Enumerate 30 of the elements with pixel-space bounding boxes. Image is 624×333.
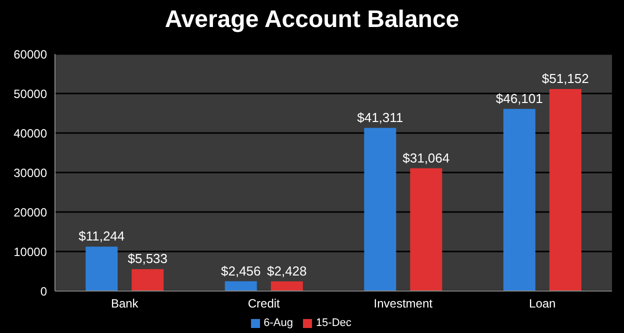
data-label: $2,428 xyxy=(267,263,307,278)
y-tick-label: 60000 xyxy=(14,47,48,62)
chart-title: Average Account Balance xyxy=(164,6,460,34)
bar xyxy=(86,246,118,291)
x-tick-label: Bank xyxy=(110,296,140,311)
x-tick-label: Credit xyxy=(248,296,281,311)
y-tick-label: 40000 xyxy=(14,126,48,140)
legend-label: 6-Aug xyxy=(264,317,293,329)
x-tick-label: Investment xyxy=(374,296,434,311)
data-label: $5,533 xyxy=(128,251,168,266)
data-label: $41,311 xyxy=(357,110,404,125)
y-tick-label: 30000 xyxy=(14,166,48,180)
bar xyxy=(364,128,396,291)
bar xyxy=(549,88,582,291)
data-label: $11,244 xyxy=(78,228,125,244)
legend-label: 15-Dec xyxy=(316,317,352,329)
bar xyxy=(503,108,536,291)
data-label: $51,152 xyxy=(542,70,589,86)
bar xyxy=(224,281,257,291)
y-tick-label: 20000 xyxy=(14,205,48,220)
data-label: $2,456 xyxy=(221,263,261,278)
data-label: $31,064 xyxy=(402,150,450,166)
bar xyxy=(132,269,164,291)
y-tick-label: 0 xyxy=(40,284,48,298)
bar xyxy=(410,168,442,291)
y-tick-label: 50000 xyxy=(14,86,48,101)
y-tick-label: 10000 xyxy=(14,244,48,259)
bar xyxy=(270,281,303,291)
x-tick-label: Loan xyxy=(529,296,556,311)
data-label: $46,101 xyxy=(496,90,543,106)
